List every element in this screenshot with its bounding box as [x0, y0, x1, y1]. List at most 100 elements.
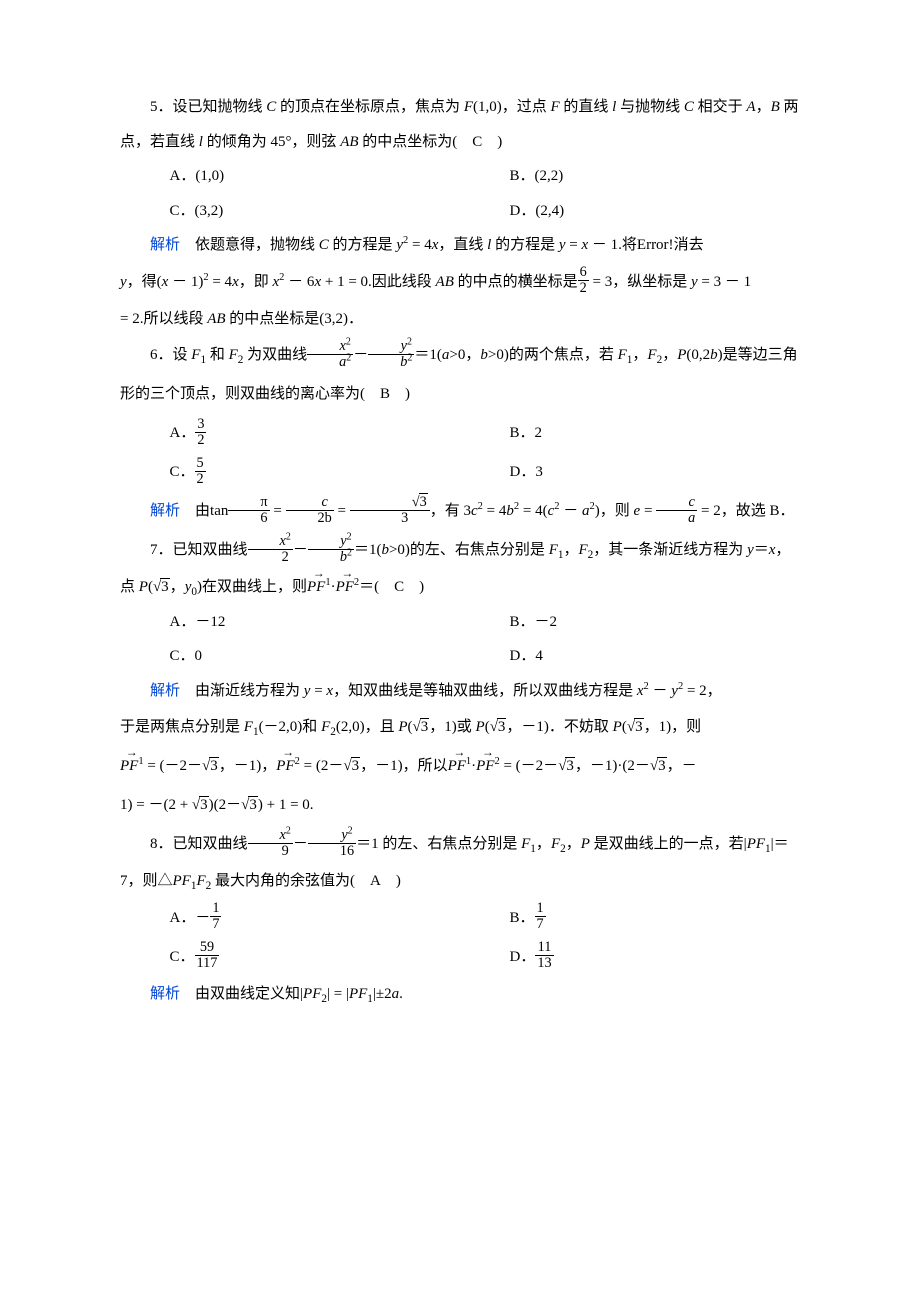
q5-answer: C	[472, 134, 482, 150]
vec-body: PF	[276, 758, 294, 774]
text: =	[310, 683, 326, 699]
text: 7，则△	[120, 873, 173, 889]
vec-body: PF	[307, 579, 325, 595]
sq-body: 3	[419, 493, 428, 510]
sq-body: 3	[634, 718, 644, 735]
sqrt-icon: 3	[558, 747, 575, 786]
vector-pf2: PF2	[276, 747, 300, 786]
text: 的顶点在坐标原点，焦点为	[276, 99, 464, 115]
sq-body: 3	[199, 796, 209, 813]
q6-answer: B	[380, 386, 390, 402]
text: | = |	[327, 986, 349, 1002]
sqrt-icon: 3	[627, 708, 644, 747]
fraction: 52	[195, 456, 206, 487]
text: ，	[566, 836, 581, 852]
tan: tan	[210, 503, 228, 519]
text: )	[482, 134, 502, 150]
text: 由	[180, 503, 210, 519]
text: － 6	[284, 274, 314, 290]
label: C．	[170, 464, 195, 480]
text: ，有 3	[430, 503, 471, 519]
sqrt-icon: 3	[202, 747, 219, 786]
text: |＝	[771, 836, 789, 852]
den: 2b	[286, 510, 334, 526]
text: 由双曲线定义知|	[180, 986, 303, 1002]
text: ，	[775, 542, 790, 558]
text: ，其一条渐近线方程为	[593, 542, 747, 558]
den: 3	[350, 510, 430, 526]
q5-options-2: C．(3,2) D．(2,4)	[120, 194, 800, 229]
sqrt-icon: 3	[192, 786, 209, 825]
text: 的方程是	[329, 237, 397, 253]
q5-analysis-1: 解析 依题意得，抛物线 C 的方程是 y2 = 4x，直线 l 的方程是 y =…	[120, 228, 800, 263]
q8-opt-a: A．－17	[120, 899, 460, 938]
q6-options-1: A．32 B．2	[120, 414, 800, 453]
var-ab: AB	[340, 134, 358, 150]
text: =	[640, 503, 656, 519]
text: 依题意得，抛物线	[180, 237, 319, 253]
text: = 3 － 1	[698, 274, 751, 290]
var-a: a	[582, 503, 590, 519]
error-text: Error!	[637, 237, 674, 253]
var-x: x	[232, 274, 239, 290]
text: ，即	[239, 274, 273, 290]
analysis-label: 解析	[150, 986, 180, 1002]
text: ，	[662, 347, 677, 363]
var-p: P	[398, 719, 407, 735]
vector-pf1: PF1	[307, 570, 331, 605]
var-c: C	[266, 99, 276, 115]
fraction: 17	[210, 901, 221, 932]
q6-number: 6．	[150, 347, 173, 363]
vec-body: PF	[336, 579, 354, 595]
var-p: P	[581, 836, 590, 852]
text: 于是两焦点分别是	[120, 719, 244, 735]
eq: ＝	[754, 542, 769, 558]
num: x2	[248, 828, 293, 843]
minus: －	[293, 542, 308, 558]
var-f: F	[244, 719, 253, 735]
var-y: y	[120, 274, 127, 290]
q7-number: 7．	[150, 542, 173, 558]
var-pf: PF	[303, 986, 321, 1002]
text: ＝1(	[354, 542, 382, 558]
q6-analysis: 解析 由tanπ6 = c2b = 33，有 3c2 = 4b2 = 4(c2 …	[120, 492, 800, 531]
text: ，	[563, 542, 578, 558]
vec-body: PF	[120, 758, 138, 774]
var-f: F	[196, 873, 205, 889]
q6-opt-a: A．32	[120, 414, 460, 453]
q8-analysis: 解析 由双曲线定义知|PF2| = |PF1|±2a.	[120, 977, 800, 1012]
sqrt-icon: 3	[650, 747, 667, 786]
vector-pf1: PF1	[120, 747, 144, 786]
text: = 2.所以线段	[120, 311, 207, 327]
question-6-stem: 6．设 F1 和 F2 为双曲线x2a2－y2b2＝1(a>0，b>0)的两个焦…	[120, 336, 800, 414]
text: ，－1)·(2－	[575, 758, 650, 774]
num: c	[286, 495, 334, 510]
var-b: b	[480, 347, 488, 363]
text: 由渐近线方程为	[180, 683, 304, 699]
var-b: b	[381, 542, 389, 558]
text: .	[399, 986, 403, 1002]
q8-answer: A	[370, 873, 381, 889]
text: ，－1)．不妨取	[506, 719, 612, 735]
text: )	[381, 873, 401, 889]
text: － 1.将	[588, 237, 637, 253]
text: = 4	[408, 237, 431, 253]
label: A．	[170, 425, 196, 441]
den: 2	[195, 471, 206, 487]
den: 7	[210, 916, 221, 932]
text: ，－1)，所以	[360, 758, 448, 774]
num: 3	[195, 417, 206, 432]
analysis-label: 解析	[150, 503, 180, 519]
text: ，1)，则	[644, 719, 702, 735]
var-2b: 2b	[318, 510, 332, 526]
text: －	[649, 683, 672, 699]
sq-body: 3	[565, 757, 575, 774]
q6-opt-b: B．2	[460, 414, 800, 453]
q6-options-2: C．52 D．3	[120, 453, 800, 492]
text: －	[560, 503, 583, 519]
var-p: P	[476, 719, 485, 735]
text: = (－2－	[144, 758, 202, 774]
fraction: x22	[248, 534, 293, 565]
text: ，	[170, 579, 185, 595]
var-b: B	[771, 99, 780, 115]
